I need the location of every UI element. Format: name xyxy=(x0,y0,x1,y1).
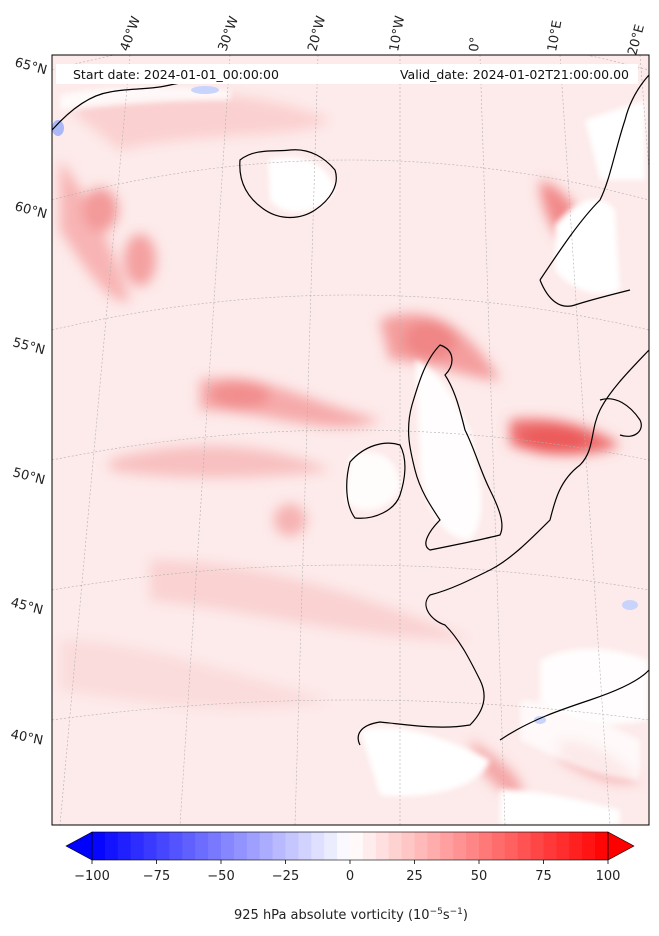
colorbar-cell xyxy=(453,832,467,860)
colorbar-cell xyxy=(246,832,261,860)
colorbar-cell xyxy=(350,832,364,860)
lon-label: 20°E xyxy=(625,23,648,57)
lat-label: 65°N xyxy=(13,55,49,78)
colorbar-tick-label: −25 xyxy=(272,869,299,884)
lat-label: 50°N xyxy=(11,465,47,488)
colorbar-cell xyxy=(337,832,351,860)
coastlines xyxy=(52,74,649,746)
colorbar-cell xyxy=(440,832,454,860)
start-date-label: Start date: 2024-01-01_00:00:00 xyxy=(73,67,279,82)
colorbar-tick-label: 75 xyxy=(535,869,552,884)
colorbar-tick-label: 25 xyxy=(406,869,423,884)
colorbar-cell xyxy=(298,832,312,860)
map-panel xyxy=(51,54,650,826)
colorbar-cell xyxy=(233,832,248,860)
colorbar-cell xyxy=(556,832,570,860)
colorbar-cell xyxy=(311,832,325,860)
lat-label: 55°N xyxy=(11,335,47,358)
colorbar-cell xyxy=(466,832,480,860)
vorticity-field xyxy=(52,55,649,825)
colorbar-tick-label: −50 xyxy=(207,869,234,884)
colorbar-label: 925 hPa absolute vorticity (10−5s−1) xyxy=(234,907,468,923)
colorbar-extend-max xyxy=(607,831,635,861)
lon-label: 10°E xyxy=(545,19,565,52)
colorbar-cell xyxy=(491,832,506,860)
colorbar-cell xyxy=(324,832,338,860)
colorbar-ticks: −100 −75 −50 −25 0 25 50 75 100 xyxy=(74,860,620,884)
colorbar-cell xyxy=(517,832,532,860)
colorbar-tick-label: 100 xyxy=(596,869,621,884)
colorbar-tick-label: 50 xyxy=(471,869,488,884)
colorbar-cells xyxy=(92,832,609,860)
lat-label: 60°N xyxy=(13,199,49,222)
colorbar-cell xyxy=(169,832,183,860)
colorbar-cell xyxy=(375,832,390,860)
lon-label: 0° xyxy=(467,36,483,52)
colorbar: −100 −75 −50 −25 0 25 50 75 100 925 hPa absolute… xyxy=(65,831,635,923)
lon-label: 30°W xyxy=(216,14,242,53)
colorbar-cell xyxy=(388,832,403,860)
colorbar-cell xyxy=(259,832,274,860)
colorbar-cell xyxy=(104,832,119,860)
lon-label: 20°W xyxy=(305,14,329,53)
colorbar-cell xyxy=(479,832,493,860)
colorbar-cell xyxy=(272,832,286,860)
negative-vorticity-patch xyxy=(622,600,638,610)
colorbar-cell xyxy=(543,832,557,860)
latitude-labels: 65°N 60°N 55°N 50°N 45°N 40°N xyxy=(9,55,49,748)
colorbar-cell xyxy=(143,832,157,860)
colorbar-cell xyxy=(208,832,222,860)
colorbar-cell xyxy=(582,832,596,860)
colorbar-cell xyxy=(92,832,106,860)
header-band xyxy=(56,64,638,84)
colorbar-cell xyxy=(182,832,196,860)
negative-vorticity-patch xyxy=(191,86,219,94)
colorbar-cell xyxy=(195,832,209,860)
negative-vorticity-patch xyxy=(52,120,64,136)
colorbar-tick-label: −100 xyxy=(74,869,110,884)
colorbar-cell xyxy=(414,832,428,860)
longitude-labels: 40°W 30°W 20°W 10°W 0° 10°E 20°E xyxy=(118,14,648,57)
colorbar-tick-label: −75 xyxy=(143,869,170,884)
lat-label: 45°N xyxy=(9,595,45,618)
colorbar-extend-min xyxy=(65,831,93,861)
colorbar-cell xyxy=(504,832,519,860)
colorbar-cell xyxy=(117,832,132,860)
colorbar-tick-label: 0 xyxy=(346,869,354,884)
colorbar-cell xyxy=(156,832,170,860)
lon-label: 40°W xyxy=(118,14,144,53)
map-frame xyxy=(51,54,650,826)
colorbar-cell xyxy=(130,832,145,860)
valid-date-label: Valid_date: 2024-01-02T21:00:00.00 xyxy=(400,67,629,82)
colorbar-cell xyxy=(569,832,583,860)
lon-label: 10°W xyxy=(387,15,408,53)
graticule xyxy=(52,55,649,825)
colorbar-cell xyxy=(362,832,377,860)
colorbar-cell xyxy=(285,832,299,860)
colorbar-cell xyxy=(595,832,609,860)
lat-label: 40°N xyxy=(9,727,44,748)
colorbar-cell xyxy=(427,832,441,860)
colorbar-cell xyxy=(530,832,544,860)
colorbar-cell xyxy=(401,832,415,860)
colorbar-cell xyxy=(221,832,235,860)
negative-vorticity-patch xyxy=(534,716,546,724)
